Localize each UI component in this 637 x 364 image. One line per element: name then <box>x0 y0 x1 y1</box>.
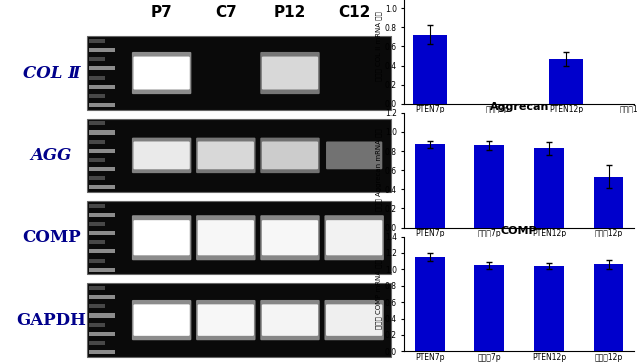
Bar <box>89 304 104 308</box>
FancyBboxPatch shape <box>261 52 320 94</box>
FancyBboxPatch shape <box>132 52 191 94</box>
Bar <box>89 268 115 272</box>
Bar <box>89 231 115 235</box>
FancyBboxPatch shape <box>196 300 255 340</box>
Bar <box>89 350 115 354</box>
FancyBboxPatch shape <box>132 215 191 260</box>
Bar <box>89 286 104 290</box>
FancyBboxPatch shape <box>134 142 190 169</box>
Bar <box>89 204 104 208</box>
FancyBboxPatch shape <box>324 300 384 340</box>
Y-axis label: 상대적 COMP mRNA 발현: 상대적 COMP mRNA 발현 <box>375 259 382 329</box>
FancyBboxPatch shape <box>134 220 190 255</box>
Bar <box>89 67 115 71</box>
Y-axis label: 상대적 COL II mRNA 발현: 상대적 COL II mRNA 발현 <box>375 12 382 81</box>
FancyBboxPatch shape <box>134 56 190 90</box>
Y-axis label: 상대적 Aggrecan mRNA 발현: 상대적 Aggrecan mRNA 발현 <box>375 129 382 211</box>
Bar <box>415 145 445 228</box>
Bar <box>89 121 104 125</box>
Bar <box>89 149 115 153</box>
Title: COMP: COMP <box>501 226 538 236</box>
Bar <box>89 76 104 80</box>
FancyBboxPatch shape <box>262 56 318 90</box>
Text: COMP: COMP <box>22 229 81 246</box>
Bar <box>89 295 115 299</box>
Bar <box>89 130 115 135</box>
Text: COL Ⅱ: COL Ⅱ <box>22 64 80 82</box>
FancyBboxPatch shape <box>134 304 190 336</box>
Text: C7: C7 <box>215 5 237 20</box>
FancyBboxPatch shape <box>261 138 320 173</box>
Bar <box>594 177 624 228</box>
Bar <box>534 266 564 351</box>
FancyBboxPatch shape <box>197 220 254 255</box>
FancyBboxPatch shape <box>326 220 382 255</box>
Bar <box>89 222 104 226</box>
FancyBboxPatch shape <box>132 300 191 340</box>
FancyBboxPatch shape <box>261 300 320 340</box>
Bar <box>89 103 115 107</box>
Bar <box>89 39 104 43</box>
Bar <box>415 257 445 351</box>
FancyBboxPatch shape <box>326 304 382 336</box>
FancyBboxPatch shape <box>197 304 254 336</box>
Bar <box>89 341 104 345</box>
FancyBboxPatch shape <box>261 215 320 260</box>
Bar <box>89 57 104 61</box>
Bar <box>89 258 104 263</box>
Bar <box>89 185 115 189</box>
Bar <box>413 35 447 104</box>
Bar <box>87 119 391 192</box>
Bar <box>89 158 104 162</box>
FancyBboxPatch shape <box>197 142 254 169</box>
Bar <box>89 249 115 253</box>
Bar <box>87 201 391 274</box>
FancyBboxPatch shape <box>326 142 382 169</box>
Bar <box>89 176 104 180</box>
Bar <box>89 240 104 244</box>
Bar <box>89 94 104 98</box>
Text: GAPDH: GAPDH <box>17 312 86 329</box>
Bar <box>87 284 391 357</box>
Bar <box>89 313 115 317</box>
Text: C12: C12 <box>338 5 370 20</box>
Bar <box>475 265 505 351</box>
FancyBboxPatch shape <box>196 215 255 260</box>
Bar <box>89 332 115 336</box>
Title: Aggrecan: Aggrecan <box>489 102 549 112</box>
FancyBboxPatch shape <box>196 138 255 173</box>
FancyBboxPatch shape <box>132 138 191 173</box>
Bar <box>89 213 115 217</box>
Text: P12: P12 <box>274 5 306 20</box>
Bar <box>534 148 564 228</box>
Text: P7: P7 <box>151 5 173 20</box>
Bar <box>89 167 115 171</box>
Bar <box>89 323 104 327</box>
Bar <box>549 59 583 104</box>
Bar <box>475 145 505 228</box>
Bar <box>87 36 391 110</box>
Bar <box>89 85 115 89</box>
FancyBboxPatch shape <box>324 215 384 260</box>
Bar <box>89 48 115 52</box>
FancyBboxPatch shape <box>262 304 318 336</box>
Bar <box>89 140 104 144</box>
Bar <box>594 264 624 351</box>
Text: AGG: AGG <box>31 147 72 164</box>
FancyBboxPatch shape <box>262 142 318 169</box>
FancyBboxPatch shape <box>262 220 318 255</box>
